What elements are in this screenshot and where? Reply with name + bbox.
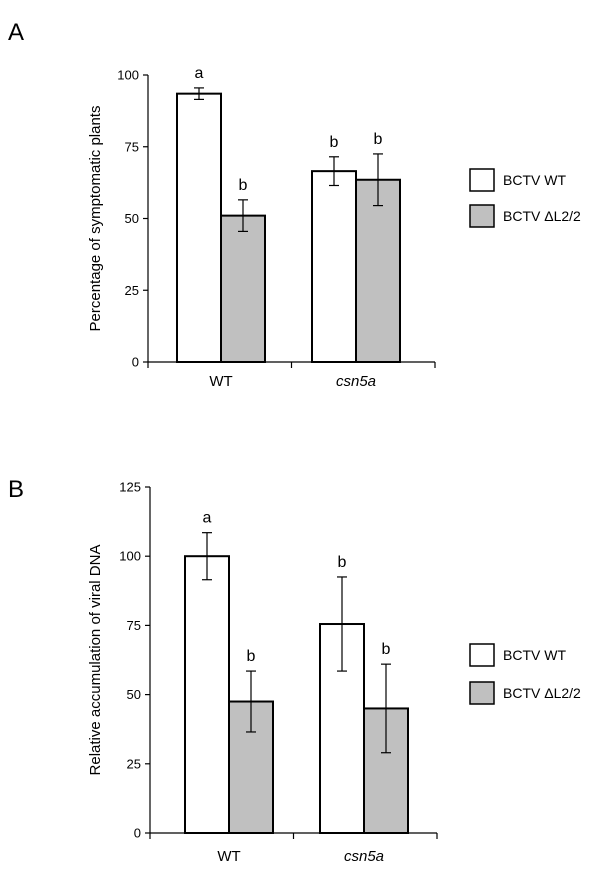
y-axis-title: Relative accumulation of viral DNA [87,545,104,776]
legend-swatch [469,643,495,667]
panel-letter: A [8,19,24,46]
legend-entry: BCTV ΔL2/2 [503,208,581,224]
significance-label: a [203,510,212,527]
x-category-label: WT [209,373,232,390]
y-tick-label: 75 [125,139,139,154]
significance-label: b [247,648,256,665]
bar [176,92,222,363]
y-tick-label: 75 [127,618,141,633]
legend-entry: BCTV WT [503,172,566,188]
y-tick-label: 25 [127,756,141,771]
y-tick-label: 0 [132,355,139,370]
significance-label: b [330,134,339,151]
significance-label: b [374,131,383,148]
legend-entry: BCTV WT [503,647,566,663]
y-tick-label: 125 [119,480,141,495]
x-category-label: csn5a [344,848,384,865]
y-tick-label: 0 [134,826,141,841]
y-axis-title: Percentage of symptomatic plants [87,106,104,332]
significance-label: b [239,177,248,194]
panel-letter: B [8,476,24,503]
y-tick-label: 100 [117,68,139,83]
legend-swatch [469,681,495,705]
y-tick-label: 25 [125,283,139,298]
significance-label: b [338,554,347,571]
legend-entry: BCTV ΔL2/2 [503,685,581,701]
y-tick-label: 50 [127,687,141,702]
legend-swatch [469,204,495,228]
bar [355,178,401,363]
bar [184,555,230,834]
x-category-label: csn5a [336,373,376,390]
significance-label: b [382,641,391,658]
legend-swatch [469,168,495,192]
y-tick-label: 100 [119,549,141,564]
bar [311,170,357,363]
x-category-label: WT [217,848,240,865]
y-tick-label: 50 [125,211,139,226]
chart-panel-a: A 0 25 50 75 100 Percentage of symptomatic pla… [8,19,581,390]
chart-panel-b: B 0 25 50 75 100 125 Relative accumulation of v… [8,476,581,865]
significance-label: a [195,65,204,82]
bar [220,214,266,363]
